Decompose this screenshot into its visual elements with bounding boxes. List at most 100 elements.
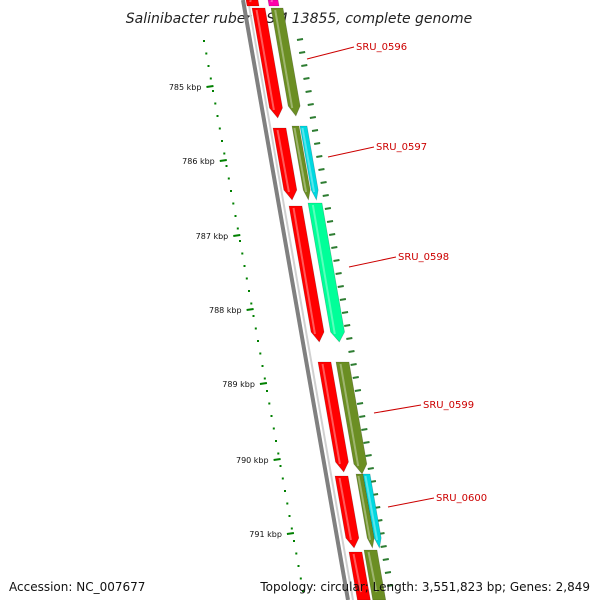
ruler-dot [212,90,214,92]
feature-tick [316,155,323,158]
cds-arrow-shine [249,0,252,3]
cds-arrow-shine [352,553,363,593]
ruler-dot [250,302,253,305]
feature-tick [386,584,394,587]
cds-arrow [348,551,371,600]
feature-tick [341,311,349,314]
gene-arrow [362,473,382,549]
gene-arrow-shine [293,127,308,193]
ruler-dot [243,265,246,267]
feature-tick [313,142,321,145]
ruler-label: 790 kbp [236,456,269,465]
ruler-dot [284,490,286,492]
feature-tick [318,168,325,171]
gene-arrow [291,125,311,201]
gene-arrow-shine [339,363,360,467]
ruler-dot [266,390,268,392]
ruler-dot [209,77,212,80]
gene-leader-line [306,46,355,60]
ruler-label: 785 kbp [169,83,202,92]
feature-tick [380,545,387,548]
ruler-dot [279,465,282,467]
cds-arrow [245,0,260,7]
feature-tick [348,350,355,353]
feature-tick [320,181,327,184]
ruler-dot [268,402,271,405]
ruler-dot [216,115,219,117]
gene-arrow [299,125,319,201]
ruler-dot [225,165,228,167]
feature-tick [326,220,334,223]
ruler-dot [297,565,300,567]
cds-arrow-shine [338,477,352,541]
feature-tick [352,376,359,379]
cds-arrow-shine [292,207,316,335]
map-title: Salinibacter ruber DSM 13855, complete g… [126,11,472,27]
feature-tick [363,441,370,444]
ruler-dot [270,415,273,417]
ruler-dot [257,340,259,342]
feature-tick [354,389,362,392]
ruler-dot [232,202,235,205]
gene-arrow [363,549,387,600]
ruler-major-tick [273,458,281,461]
feature-tick [344,324,351,327]
feature-tick [356,402,364,405]
ruler-ticks [203,40,304,592]
gene-arrow-shine [274,9,294,109]
feature-tick [361,428,368,431]
ruler-dot [239,240,241,242]
ruler-major-tick [219,159,227,162]
ruler-dot [252,315,255,317]
ruler-dot [299,577,302,580]
gene-arrow-shine [270,0,274,3]
cds-arrow [251,7,283,119]
cds-arrow [288,205,325,343]
ruler-dot [221,140,223,142]
genome-backbone [241,0,354,600]
gene-label: SRU_0600 [436,493,487,504]
feature-tick [305,90,312,93]
ruler-dot [207,65,210,67]
gene-arrow-shine [364,475,379,541]
feature-tick [322,194,329,197]
accession-text: Accession: NC_007677 [9,580,146,594]
gene-arrow [270,7,301,117]
cds-arrow [272,127,298,201]
feature-tick [346,337,353,340]
ruler-dot [241,252,244,255]
ruler-label: 787 kbp [196,232,229,241]
cds-arrow-shine [276,129,290,193]
cds-arrow-shine [255,9,275,111]
ruler-dot [293,540,295,542]
ruler-major-tick [233,234,241,237]
gene-label: SRU_0596 [356,42,407,53]
gene-leader-line [387,497,435,508]
ruler-label: 788 kbp [209,306,242,315]
gene-arrow [267,0,280,7]
ruler-dot [236,227,239,230]
ruler-dot [234,215,237,217]
ruler-dot [214,102,217,105]
ruler-label: 786 kbp [182,157,215,166]
ruler-dot [218,127,221,130]
feature-tick [307,103,314,106]
ruler-major-tick [246,308,254,311]
gene-features [245,0,394,600]
ruler-dot [277,452,280,455]
ruler-dot [230,190,232,192]
gene-labels: SRU_0596 SRU_0597 SRU_0598 SRU_0599 SRU_0600 [306,42,487,508]
feature-tick [324,207,332,210]
cds-arrow [317,361,349,473]
genome-stats-text: Topology: circular; Length: 3,551,823 bp… [260,580,590,594]
ruler-major-tick [206,85,214,88]
ruler-major-tick [259,382,268,385]
gene-arrow-shine [311,204,336,335]
feature-tick [329,233,336,236]
ruler-dot [288,515,291,517]
cds-arrow [334,475,360,549]
gene-arrow [335,361,368,475]
ruler-dot [263,377,266,380]
gene-arrow-shine [301,127,316,193]
